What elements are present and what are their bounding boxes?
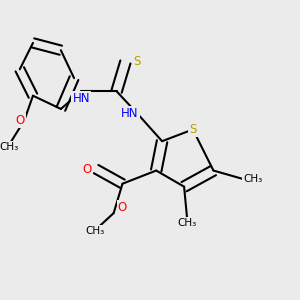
Text: O: O: [82, 163, 92, 176]
Text: CH₃: CH₃: [0, 142, 19, 152]
Text: O: O: [15, 114, 24, 127]
Text: S: S: [134, 56, 141, 68]
Text: HN: HN: [121, 107, 139, 120]
Text: CH₃: CH₃: [177, 218, 197, 228]
Text: O: O: [118, 201, 127, 214]
Text: HN: HN: [73, 92, 90, 105]
Text: CH₃: CH₃: [85, 226, 104, 236]
Text: CH₃: CH₃: [243, 174, 263, 184]
Text: S: S: [189, 123, 197, 136]
